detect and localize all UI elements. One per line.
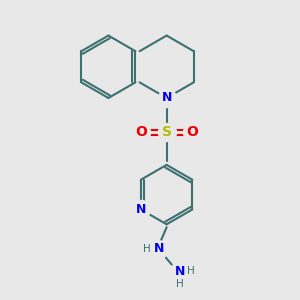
Text: O: O (135, 125, 147, 139)
Text: N: N (175, 265, 185, 278)
Text: H: H (143, 244, 151, 254)
Text: N: N (153, 242, 164, 255)
Text: S: S (162, 125, 172, 139)
Text: N: N (136, 203, 146, 216)
Text: N: N (161, 92, 172, 104)
Text: H: H (176, 279, 184, 289)
Text: O: O (186, 125, 198, 139)
Text: H: H (187, 266, 195, 276)
